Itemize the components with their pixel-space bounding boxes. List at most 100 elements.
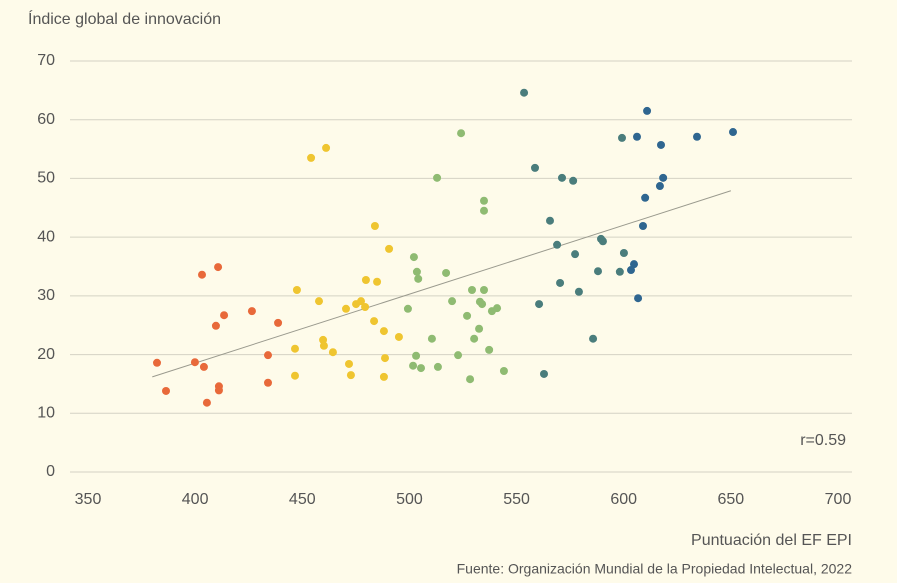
data-point <box>485 345 494 354</box>
data-point <box>729 128 737 137</box>
data-point <box>535 300 544 309</box>
data-point <box>291 344 299 353</box>
data-point <box>454 351 463 360</box>
data-point <box>417 364 425 373</box>
data-point <box>574 287 583 296</box>
data-point <box>558 173 566 182</box>
y-tick-label: 50 <box>37 170 55 187</box>
data-point <box>319 341 328 350</box>
data-point <box>322 143 331 152</box>
data-point <box>264 351 272 360</box>
data-point <box>615 267 624 276</box>
data-point <box>553 240 562 249</box>
chart-title: Índice global de innovación <box>28 9 221 28</box>
data-point <box>589 334 598 343</box>
data-point <box>381 354 389 363</box>
data-point <box>414 274 423 283</box>
data-point <box>190 358 199 367</box>
data-point <box>571 250 580 259</box>
data-point <box>478 300 487 309</box>
data-point <box>442 268 451 277</box>
data-point <box>379 327 388 336</box>
x-tick-label: 550 <box>503 491 530 508</box>
data-point <box>370 317 379 326</box>
data-point <box>618 133 626 142</box>
data-point <box>345 359 353 368</box>
data-point <box>385 244 394 253</box>
data-point <box>412 267 421 276</box>
data-point <box>641 193 650 202</box>
data-point <box>463 311 472 320</box>
y-tick-label: 30 <box>37 287 55 304</box>
data-point <box>556 278 565 287</box>
data-point <box>499 367 508 376</box>
x-tick-label: 500 <box>396 491 423 508</box>
data-point <box>540 369 548 378</box>
source: Fuente: Organización Mundial de la Propi… <box>457 561 853 577</box>
data-point <box>412 351 421 360</box>
data-point <box>307 153 316 162</box>
data-point <box>457 129 466 138</box>
data-point <box>634 294 643 303</box>
data-point <box>470 334 479 343</box>
data-point <box>211 321 220 330</box>
y-tick-label: 60 <box>37 111 55 128</box>
data-point <box>202 398 211 407</box>
data-point <box>220 311 229 320</box>
data-point <box>480 196 488 205</box>
data-point <box>247 307 256 316</box>
x-tick-label: 450 <box>289 491 316 508</box>
data-point <box>657 140 665 149</box>
data-point <box>409 253 418 262</box>
data-point <box>493 304 502 313</box>
data-point <box>433 173 442 182</box>
data-point <box>448 297 457 306</box>
x-tick-label: 400 <box>182 491 209 508</box>
data-point <box>264 378 272 387</box>
data-point <box>357 297 365 306</box>
data-point <box>639 221 647 230</box>
y-tick-label: 70 <box>37 52 55 69</box>
data-point <box>403 304 412 313</box>
data-point <box>346 371 355 380</box>
data-point <box>370 221 379 230</box>
data-point <box>379 372 388 381</box>
data-point <box>361 276 370 285</box>
data-point <box>466 375 475 384</box>
y-tick-label: 20 <box>37 346 55 363</box>
x-tick-label: 700 <box>825 491 852 508</box>
y-tick-label: 0 <box>46 463 55 480</box>
data-point <box>531 163 539 172</box>
y-tick-label: 40 <box>37 228 55 245</box>
data-point <box>394 332 403 341</box>
data-point <box>292 285 301 294</box>
data-point <box>594 267 602 276</box>
data-point <box>659 173 668 182</box>
data-point <box>342 304 350 313</box>
data-point <box>315 297 323 306</box>
x-tick-label: 650 <box>718 491 745 508</box>
data-point <box>198 270 206 279</box>
data-point <box>619 248 628 257</box>
data-point <box>475 324 484 333</box>
annotation: r=0.59 <box>800 432 846 449</box>
data-point <box>546 216 554 225</box>
data-point <box>693 132 701 141</box>
data-point <box>162 386 170 395</box>
data-point <box>409 361 418 370</box>
data-point <box>468 285 476 294</box>
x-axis-label: Puntuación del EF EPI <box>691 532 852 549</box>
data-point <box>199 362 208 371</box>
data-point <box>433 362 442 371</box>
data-point <box>633 132 641 141</box>
data-point <box>630 260 638 269</box>
data-point <box>643 106 652 115</box>
data-point <box>153 358 161 367</box>
data-point <box>520 88 529 97</box>
data-point <box>319 335 328 344</box>
data-point <box>274 318 283 327</box>
data-point <box>373 277 382 286</box>
trend-line <box>152 190 732 378</box>
data-point <box>361 303 370 312</box>
